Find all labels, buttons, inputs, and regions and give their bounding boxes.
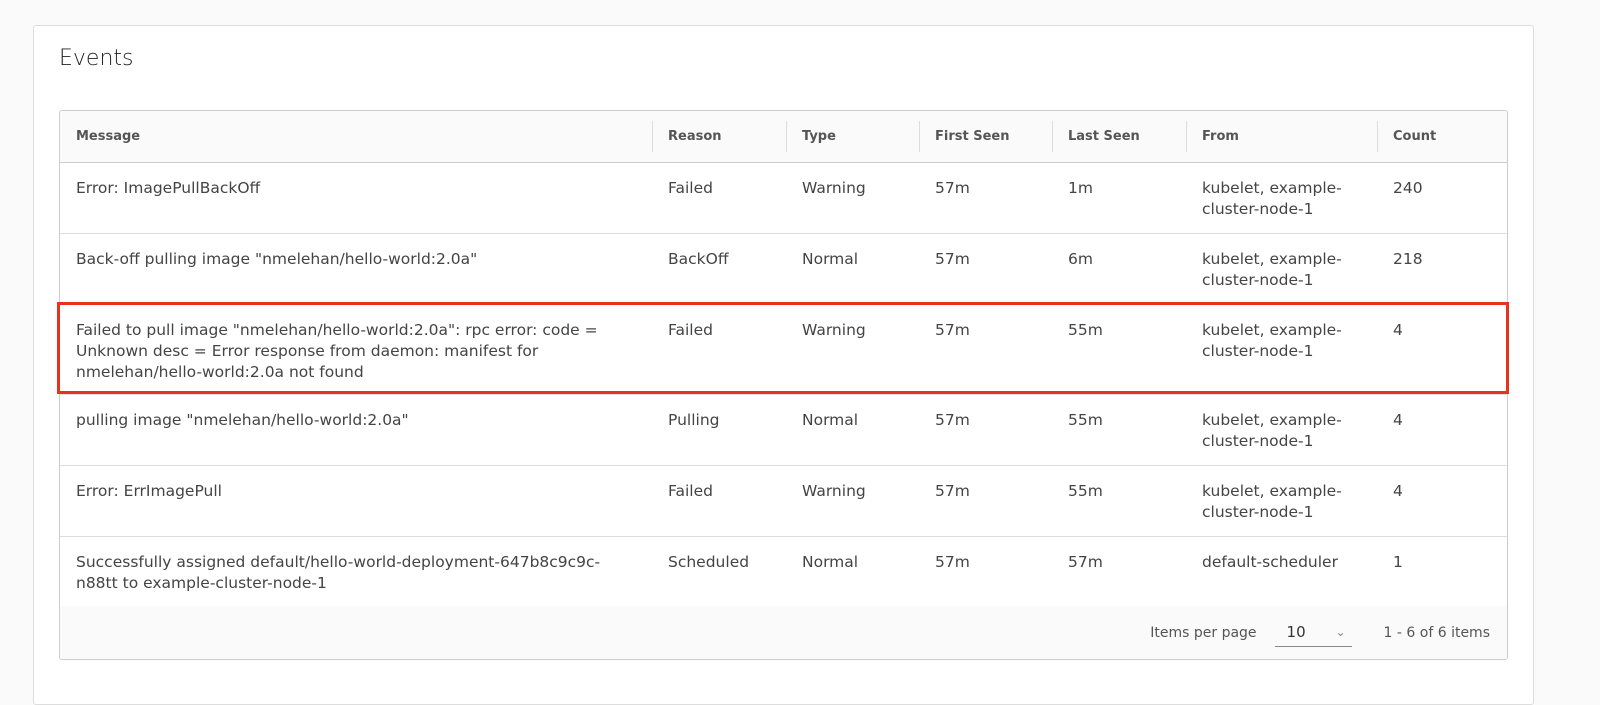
cell-first-seen: 57m	[919, 304, 1052, 395]
column-header-last-seen[interactable]: Last Seen	[1052, 111, 1186, 163]
events-card: Events Message Reason Type First Seen Last S…	[33, 25, 1534, 705]
cell-last-seen: 55m	[1052, 304, 1186, 395]
column-header-message[interactable]: Message	[60, 111, 652, 163]
cell-type: Normal	[786, 536, 919, 608]
cell-first-seen: 57m	[919, 536, 1052, 608]
cell-type: Warning	[786, 162, 919, 234]
cell-type: Normal	[786, 233, 919, 305]
cell-count: 1	[1377, 536, 1507, 608]
cell-type: Warning	[786, 465, 919, 537]
cell-count: 4	[1377, 465, 1507, 537]
cell-reason: Failed	[652, 162, 786, 234]
table-row: Error: ImagePullBackOff Failed Warning 57m 1…	[60, 162, 1507, 234]
cell-message: Successfully assigned default/hello-worl…	[60, 536, 652, 608]
cell-reason: BackOff	[652, 233, 786, 305]
cell-first-seen: 57m	[919, 162, 1052, 234]
cell-count: 4	[1377, 394, 1507, 466]
pagination-range: 1 - 6 of 6 items	[1383, 624, 1490, 641]
cell-first-seen: 57m	[919, 233, 1052, 305]
page-title: Events	[59, 46, 134, 71]
column-header-reason[interactable]: Reason	[652, 111, 786, 163]
cell-type: Normal	[786, 394, 919, 466]
cell-from: kubelet, example-cluster-node-1	[1186, 162, 1377, 234]
column-header-count[interactable]: Count	[1377, 111, 1507, 163]
cell-reason: Failed	[652, 465, 786, 537]
table-row: Successfully assigned default/hello-worl…	[60, 536, 1507, 608]
cell-first-seen: 57m	[919, 394, 1052, 466]
items-per-page-select[interactable]: 10 ⌄	[1274, 619, 1352, 647]
cell-message: Failed to pull image "nmelehan/hello-wor…	[60, 304, 652, 395]
cell-reason: Pulling	[652, 394, 786, 466]
cell-type: Warning	[786, 304, 919, 395]
cell-from: kubelet, example-cluster-node-1	[1186, 304, 1377, 395]
chevron-down-icon: ⌄	[1335, 625, 1346, 639]
cell-message: Back-off pulling image "nmelehan/hello-w…	[60, 233, 652, 305]
cell-message: Error: ErrImagePull	[60, 465, 652, 537]
cell-last-seen: 55m	[1052, 465, 1186, 537]
column-header-first-seen[interactable]: First Seen	[919, 111, 1052, 163]
table-row: Error: ErrImagePull Failed Warning 57m 55m ku…	[60, 465, 1507, 537]
table-row: Back-off pulling image "nmelehan/hello-w…	[60, 233, 1507, 305]
cell-count: 218	[1377, 233, 1507, 305]
pagination-footer: Items per page 10 ⌄ 1 - 6 of 6 items	[60, 606, 1507, 659]
cell-count: 4	[1377, 304, 1507, 395]
cell-from: default-scheduler	[1186, 536, 1377, 608]
cell-last-seen: 1m	[1052, 162, 1186, 234]
items-per-page-value: 10	[1286, 623, 1306, 641]
table-row: pulling image "nmelehan/hello-world:2.0a…	[60, 394, 1507, 466]
cell-last-seen: 57m	[1052, 536, 1186, 608]
cell-message: Error: ImagePullBackOff	[60, 162, 652, 234]
cell-reason: Scheduled	[652, 536, 786, 608]
cell-from: kubelet, example-cluster-node-1	[1186, 394, 1377, 466]
cell-last-seen: 55m	[1052, 394, 1186, 466]
column-header-from[interactable]: From	[1186, 111, 1377, 163]
cell-reason: Failed	[652, 304, 786, 395]
table-row: Failed to pull image "nmelehan/hello-wor…	[60, 304, 1507, 395]
cell-first-seen: 57m	[919, 465, 1052, 537]
cell-count: 240	[1377, 162, 1507, 234]
column-header-type[interactable]: Type	[786, 111, 919, 163]
cell-message: pulling image "nmelehan/hello-world:2.0a…	[60, 394, 652, 466]
items-per-page-label: Items per page	[1150, 624, 1257, 641]
cell-from: kubelet, example-cluster-node-1	[1186, 465, 1377, 537]
events-table: Message Reason Type First Seen Last Seen From…	[59, 110, 1508, 660]
cell-last-seen: 6m	[1052, 233, 1186, 305]
cell-from: kubelet, example-cluster-node-1	[1186, 233, 1377, 305]
